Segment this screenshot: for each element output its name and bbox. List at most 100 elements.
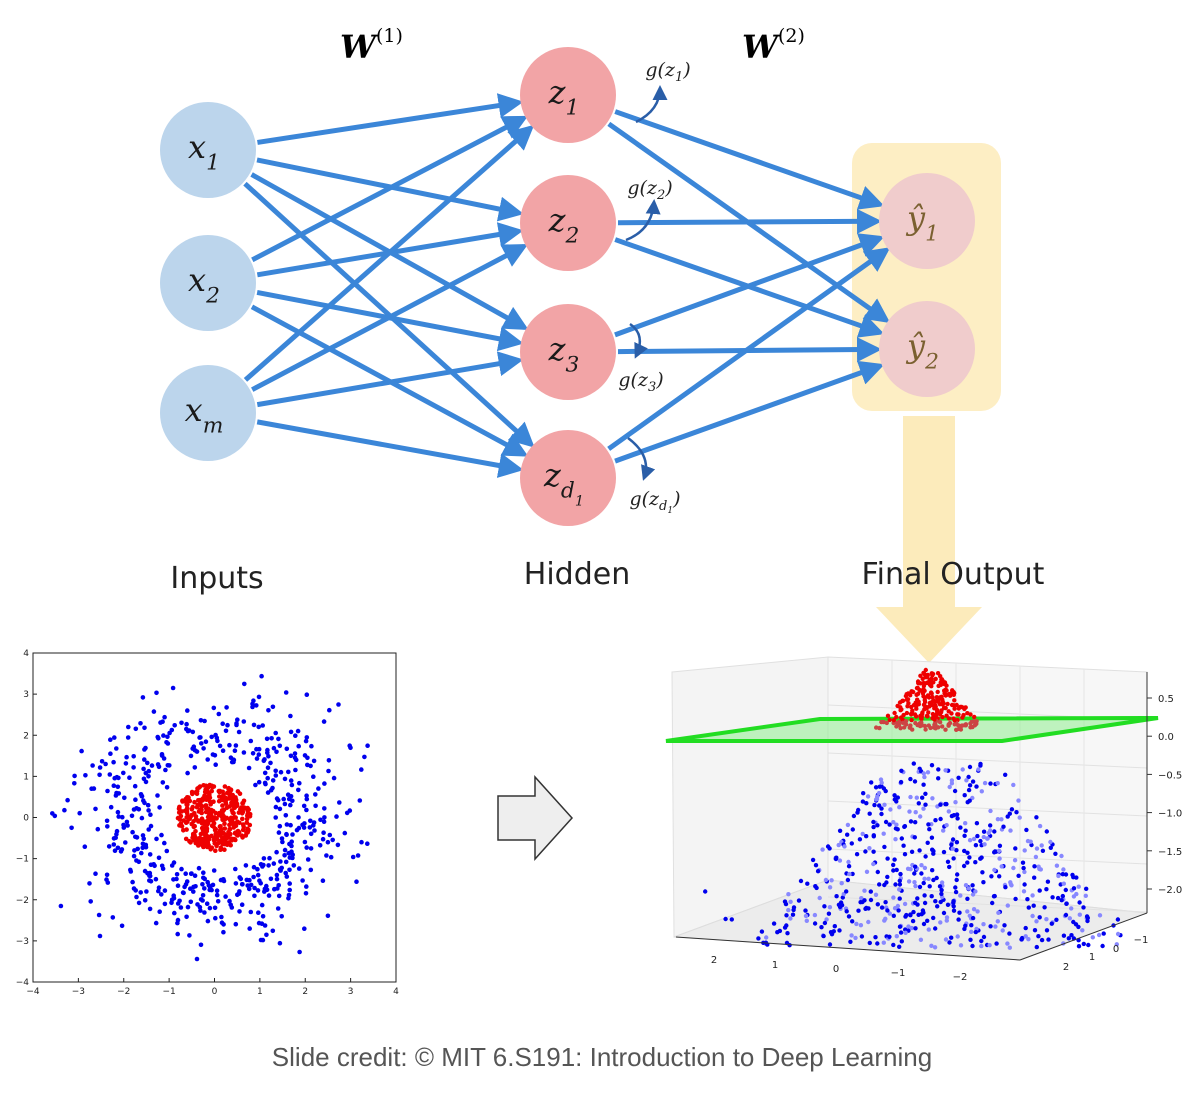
- plot-3d-point-blue-505: [812, 921, 818, 926]
- plot-3d-point-blue-543: [1037, 915, 1042, 920]
- plot-2d-point-series-1-8: [266, 893, 272, 898]
- plot-3d-z-tick-4: −1.5: [1158, 847, 1182, 858]
- plot-3d-point-red-191: [962, 706, 967, 712]
- plot-3d-point-blue-549: [944, 823, 949, 828]
- plot-3d-point-blue-403: [913, 883, 918, 889]
- plot-2d-point-blue-228: [290, 798, 295, 804]
- hidden-label-3: z3: [548, 330, 580, 377]
- edge-hidden-4-to-output-1: [607, 247, 891, 451]
- plot-2d-point-blue-266: [167, 730, 172, 736]
- plot-3d-point-red-187: [930, 715, 935, 721]
- plot-2d-point-blue-54: [326, 758, 332, 763]
- plot-3d-point-blue-577: [894, 867, 899, 873]
- plot-3d-point-blue-159: [1021, 865, 1026, 871]
- plot-3d-point-blue-442: [1071, 886, 1077, 891]
- plot-2d-point-blue-356: [159, 863, 165, 869]
- plot-2d-point-red-324: [230, 794, 235, 799]
- plot-2d-point-blue-23: [318, 817, 323, 823]
- plot-3d-point-blue-250: [864, 834, 869, 839]
- plot-3d-point-red-218: [921, 687, 926, 692]
- plot-3d-point-blue-409: [944, 918, 949, 923]
- plot-3d-point-blue-515: [996, 848, 1002, 853]
- plot-2d-point-blue-536: [258, 862, 264, 867]
- plot-2d-point-blue-463: [87, 881, 92, 886]
- plot-2d-point-blue-195: [197, 735, 202, 740]
- plot-3d-point-blue-69: [971, 907, 977, 912]
- plot-3d-point-blue-374: [897, 887, 902, 892]
- plot-3d-point-blue-531: [1076, 944, 1082, 949]
- plot-3d-point-blue-627: [1081, 941, 1087, 947]
- plot-2d-point-blue-364: [266, 708, 271, 713]
- plot-3d-point-blue-414: [968, 937, 973, 942]
- plot-3d-back-right-pane: [827, 656, 1148, 914]
- plot-3d-point-blue-200: [1077, 900, 1082, 905]
- plot-2d-point-red-317: [243, 806, 249, 811]
- plot-2d-point-blue-166: [256, 752, 262, 757]
- plot-2d-point-blue-315: [105, 824, 110, 829]
- plot-3d-point-blue-436: [826, 911, 832, 916]
- plot-3d-point-blue-286: [871, 824, 876, 830]
- plot-3d-point-red-246: [938, 682, 944, 687]
- plot-3d-point-blue-193: [848, 939, 853, 944]
- plot-3d-point-blue-372: [866, 919, 871, 925]
- plot-2d-point-red-318: [199, 820, 205, 826]
- plot-2d-point-blue-53: [200, 882, 205, 887]
- plot-3d-point-blue-287: [897, 944, 902, 949]
- plot-3d-point-red-25: [918, 673, 923, 678]
- plot-3d-point-blue-267: [849, 841, 854, 846]
- plot-2d-point-blue-388: [146, 774, 151, 779]
- plot-3d-point-blue-137: [1007, 931, 1012, 936]
- plot-3d-point-blue-292: [873, 935, 878, 940]
- network-nodes: x1 x2 xm z1 z2 z3 zd1 ŷ1 ŷ2: [160, 47, 975, 526]
- plot-2d-point-red-228: [227, 826, 233, 832]
- plot-3d-point-blue-246: [1025, 897, 1030, 902]
- plot-3d-point-blue-593: [875, 869, 880, 875]
- plot-2d-point-blue-274: [275, 906, 281, 911]
- plot-3d-point-blue-344: [856, 908, 861, 913]
- plot-2d-point-blue-128: [131, 754, 136, 759]
- plot-3d-point-blue-92: [911, 761, 916, 766]
- plot-3d-point-red-237: [961, 712, 966, 718]
- plot-2d-point-blue-62: [112, 848, 118, 853]
- plot-3d-point-blue-594: [892, 797, 897, 802]
- plot-2d-point-blue-5: [178, 905, 184, 910]
- plot-3d-point-blue-503: [1030, 893, 1035, 898]
- plot-3d-point-blue-498: [929, 943, 934, 948]
- neural-network-diagram: x1 x2 xm z1 z2 z3 zd1 ŷ1 ŷ2 g(z1) g(z2) g(z3) g(zd1…: [160, 25, 1001, 596]
- plot-3d-point-blue-523: [963, 883, 969, 888]
- plot-3d-point-blue-606: [1077, 912, 1083, 917]
- plot-2d-point-blue-219: [153, 920, 159, 926]
- plot-2d-point-red-269: [213, 826, 218, 832]
- plot-2d-point-blue-208: [235, 892, 240, 898]
- plot-2d-point-blue-418: [311, 774, 316, 779]
- plot-3d-point-blue-460: [1037, 823, 1043, 829]
- plot-2d-point-blue-411: [268, 876, 274, 882]
- plot-2d-point-blue-386: [213, 762, 218, 767]
- plot-3d-point-blue-169: [1096, 932, 1102, 938]
- plot-2d-point-blue-380: [188, 899, 194, 905]
- plot-2d-y-tick-1: 3: [23, 690, 29, 700]
- plot-3d-point-blue-617: [847, 871, 852, 877]
- plot-2d-x-tick-1: −3: [72, 987, 85, 997]
- plot-2d-point-red-360: [227, 789, 233, 794]
- plot-2d-point-blue-159: [302, 839, 308, 845]
- plot-2d-point-red-91: [233, 837, 238, 843]
- plot-3d-point-blue-586: [1003, 885, 1008, 890]
- plot-2d-point-blue-1: [273, 815, 279, 820]
- plot-2d-point-red-233: [183, 836, 189, 842]
- plot-3d-point-blue-155: [923, 854, 928, 859]
- plot-2d-point-blue-414: [277, 940, 283, 946]
- plot-3d-z-tick-1: 0.0: [1158, 732, 1174, 743]
- plot-3d-point-blue-519: [922, 774, 927, 780]
- plot-3d-point-blue-63: [950, 837, 956, 842]
- plot-2d-point-blue-305: [97, 933, 103, 939]
- plot-2d-point-blue-84: [213, 915, 218, 921]
- plot-3d-point-blue-296: [980, 870, 985, 875]
- plot-3d-point-blue-81: [827, 885, 833, 890]
- plot-3d-point-blue-439: [913, 864, 918, 869]
- plot-3d-point-blue-458: [966, 886, 971, 891]
- plot-2d-point-blue-395: [259, 921, 265, 926]
- plot-2d-point-blue-140: [162, 840, 167, 846]
- plot-3d-blue-points: [703, 761, 1123, 950]
- plot-2d-point-blue-193: [322, 781, 327, 786]
